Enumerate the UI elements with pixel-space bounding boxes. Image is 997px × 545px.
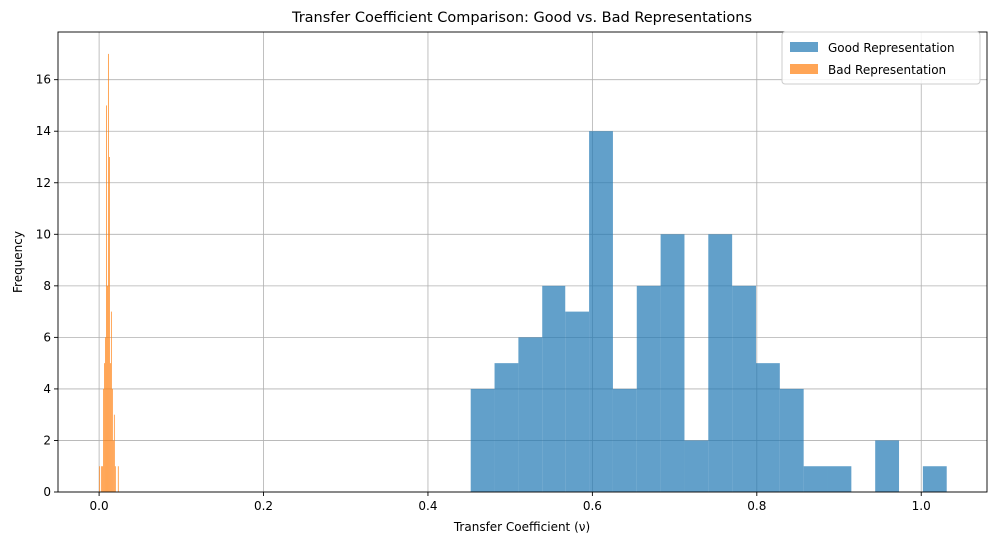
y-tick-label: 8: [43, 279, 51, 293]
x-axis-ticks: 0.0 0.2 0.4 0.6 0.8 1.0: [90, 492, 931, 513]
good-representation-bar: [636, 285, 661, 492]
good-representation-bar: [684, 440, 709, 492]
good-representation-bar: [612, 388, 637, 492]
good-representation-bar: [803, 466, 828, 492]
bad-representation-bar: [108, 156, 110, 492]
good-representation-bar: [494, 363, 519, 492]
bad-representation-bar: [104, 363, 106, 492]
bad-representation-bar: [105, 337, 107, 492]
bad-representation-bar: [106, 285, 108, 492]
bad-representation-bar: [111, 388, 113, 492]
y-tick-label: 12: [36, 176, 51, 190]
x-tick-label: 0.2: [254, 499, 273, 513]
bad-representation-bar: [102, 466, 104, 492]
bad-representation-bar: [107, 53, 109, 493]
x-tick-label: 0.6: [583, 499, 602, 513]
x-tick-label: 0.0: [90, 499, 109, 513]
good-representation-bar: [779, 388, 804, 492]
good-representation-bar: [755, 363, 780, 492]
bad-representation-bar: [114, 466, 116, 492]
bad-representation-bar: [101, 466, 103, 492]
bad-representation-bar: [99, 466, 101, 492]
y-tick-label: 0: [43, 485, 51, 499]
y-tick-label: 4: [43, 382, 51, 396]
good-representation-bar: [518, 337, 543, 492]
y-axis-label: Frequency: [11, 231, 25, 293]
bad-representation-bar: [117, 466, 119, 492]
good-representation-bar: [875, 440, 900, 492]
bad-representation-bar: [110, 311, 112, 492]
y-tick-label: 10: [36, 227, 51, 241]
y-tick-label: 14: [36, 124, 51, 138]
y-tick-label: 16: [36, 73, 51, 87]
y-tick-label: 6: [43, 330, 51, 344]
bad-representation-bar: [113, 414, 115, 492]
x-tick-label: 1.0: [912, 499, 931, 513]
good-representation-bar: [660, 234, 685, 492]
good-representation-bar: [922, 466, 947, 492]
bad-representation-bar: [103, 388, 105, 492]
legend-swatch-bad-representation: [790, 64, 818, 74]
y-tick-label: 2: [43, 433, 51, 447]
good-representation-bar: [470, 388, 495, 492]
legend-label-bad-representation: Bad Representation: [828, 63, 946, 77]
good-representation-bar: [708, 234, 733, 492]
x-tick-label: 0.4: [418, 499, 437, 513]
good-representation-bar: [732, 285, 756, 492]
bad-representation-bar: [112, 440, 114, 492]
plot-frame: [57, 31, 988, 493]
good-representation-bar: [565, 311, 590, 492]
histogram-bars: [99, 53, 947, 493]
chart-title: Transfer Coefficient Comparison: Good vs…: [291, 10, 752, 26]
plot-area: 0.0 0.2 0.4 0.6 0.8 1.0 0 2 4 6 8 10 12 14 16: [36, 31, 988, 513]
bad-representation-bar: [109, 363, 111, 492]
y-axis-ticks: 0 2 4 6 8 10 12 14 16: [36, 73, 58, 499]
x-axis-label: Transfer Coefficient (ν): [453, 520, 590, 534]
good-representation-bar: [827, 466, 852, 492]
legend-box: [781, 31, 981, 85]
x-tick-label: 0.8: [747, 499, 766, 513]
legend-swatch-good-representation: [790, 42, 818, 52]
good-representation-bar: [542, 285, 566, 492]
legend: Good Representation Bad Representation: [781, 31, 981, 85]
legend-label-good-representation: Good Representation: [828, 41, 955, 55]
bad-representation-bar: [106, 105, 107, 493]
good-representation-bar: [589, 131, 613, 492]
